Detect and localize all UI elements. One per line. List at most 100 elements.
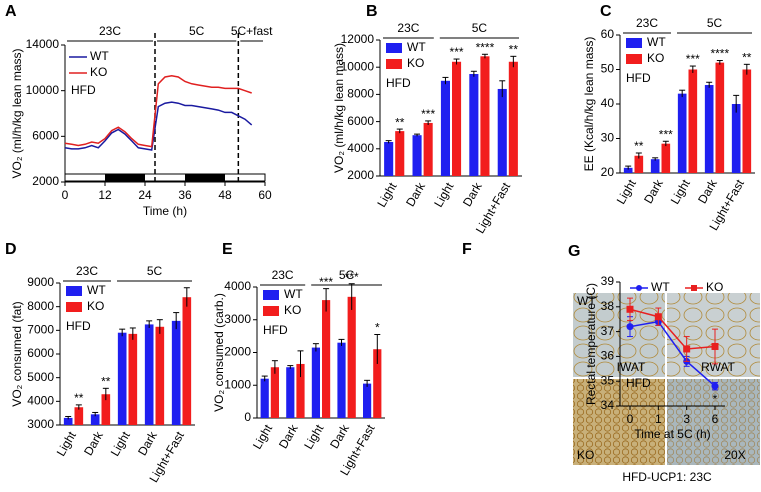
- bar: [347, 296, 356, 418]
- y-tick-label: 9000: [27, 275, 54, 289]
- x-tick-label: Dark: [81, 428, 106, 458]
- significance-label: ***: [421, 107, 435, 121]
- x-tick-label: 60: [258, 188, 272, 202]
- group-label: 5C: [189, 24, 205, 38]
- y-tick-label: 20: [601, 165, 615, 179]
- panel-letter: E: [222, 241, 233, 258]
- legend-label: KO: [647, 51, 664, 65]
- bar: [128, 333, 138, 425]
- legend-label: WT: [87, 283, 106, 297]
- x-tick-label: Light: [54, 429, 79, 459]
- bar: [508, 61, 518, 177]
- group-label: 5C: [707, 16, 723, 30]
- y-axis-label: Rectal temperature (C): [584, 283, 598, 405]
- x-tick-label: 0: [627, 412, 634, 426]
- legend-label: KO: [87, 299, 104, 313]
- legend-label: KO: [284, 303, 301, 317]
- x-tick-label: Dark: [403, 179, 428, 209]
- y-tick-label: 7000: [27, 323, 54, 337]
- x-tick-label: Light: [301, 422, 326, 452]
- micrograph-texture: [667, 379, 760, 465]
- y-axis-label: VO₂ consumed (fat): [10, 301, 24, 406]
- bar: [63, 417, 73, 425]
- group-label: 23C: [99, 24, 121, 38]
- micrograph-texture: [667, 293, 760, 377]
- legend-swatch: [386, 43, 402, 53]
- bar: [144, 324, 154, 425]
- x-tick-label: Dark: [135, 428, 160, 458]
- significance-label: *: [375, 321, 380, 335]
- note: HFD: [626, 71, 651, 85]
- legend-label: WT: [651, 280, 670, 294]
- bar: [715, 62, 725, 173]
- bar: [363, 383, 372, 418]
- legend-swatch: [386, 59, 402, 69]
- bar: [704, 85, 714, 173]
- significance-label: **: [74, 391, 84, 405]
- x-tick-label: Light: [108, 429, 133, 459]
- bar: [480, 56, 490, 176]
- image-label: IWAT: [617, 360, 646, 374]
- y-tick-label: 0: [244, 410, 251, 424]
- note: HFD: [263, 323, 288, 337]
- note: HFD: [71, 83, 96, 97]
- legend-swatch: [626, 54, 642, 64]
- bar: [423, 122, 433, 176]
- bar: [634, 155, 644, 173]
- y-tick-label: 3000: [224, 312, 251, 326]
- dark-period: [185, 174, 225, 181]
- x-tick-label: Dark: [641, 176, 666, 206]
- y-axis-label: VO₂ (ml/h/kg lean mass): [10, 48, 24, 178]
- x-tick-label: Dark: [327, 421, 352, 451]
- y-tick-label: 2000: [224, 345, 251, 359]
- x-tick-label: 0: [62, 188, 69, 202]
- bar: [270, 367, 279, 418]
- group-label: 5C: [472, 21, 488, 35]
- bar: [384, 142, 394, 176]
- image-label: 20X: [724, 448, 745, 462]
- bar: [171, 320, 181, 425]
- series-line: [64, 75, 252, 148]
- x-tick-label: 1: [655, 412, 662, 426]
- y-tick-label: 10000: [341, 59, 375, 73]
- y-tick-label: 5000: [27, 370, 54, 384]
- y-tick-label: 60: [601, 27, 615, 41]
- significance-label: *: [713, 392, 718, 406]
- light-dark-strip: [64, 173, 266, 182]
- y-tick-label: 6000: [347, 114, 374, 128]
- y-tick-label: 12000: [341, 32, 375, 46]
- bar: [677, 93, 687, 173]
- y-tick-label: 40: [601, 96, 615, 110]
- y-tick-label: 4000: [224, 279, 251, 293]
- bar: [260, 378, 269, 418]
- legend-label: WT: [407, 40, 426, 54]
- group-label: 5C: [339, 268, 355, 282]
- note: HFD: [386, 76, 411, 90]
- x-tick-label: Dark: [695, 176, 720, 206]
- image-panel: G WT IWAT RWAT KO 20X HFD-UCP1: 23C: [568, 243, 760, 484]
- y-axis-label: VO₂ consumed (carb.): [212, 293, 226, 412]
- bar: [731, 104, 741, 173]
- bar: [469, 74, 479, 176]
- significance-label: **: [395, 115, 405, 129]
- bar: [742, 69, 752, 173]
- y-tick-label: 34: [601, 398, 615, 412]
- panel-letter: A: [5, 3, 17, 20]
- x-axis-label: Time at 5C (h): [634, 427, 710, 441]
- x-tick-label: Light: [431, 180, 456, 210]
- bar: [74, 407, 84, 425]
- legend-swatch: [263, 290, 279, 300]
- significance-label: ***: [450, 45, 464, 59]
- point: [626, 305, 634, 313]
- legend-swatch: [66, 286, 82, 296]
- legend-marker: [691, 285, 697, 291]
- bar: [661, 143, 671, 173]
- significance-label: ***: [686, 52, 700, 66]
- x-tick-label: 3: [683, 412, 690, 426]
- y-tick-label: 4000: [27, 394, 54, 408]
- x-tick-label: Light: [668, 177, 693, 207]
- y-tick-label: 2000: [347, 168, 374, 182]
- y-tick-label: 6000: [32, 129, 59, 143]
- y-tick-label: 8000: [27, 299, 54, 313]
